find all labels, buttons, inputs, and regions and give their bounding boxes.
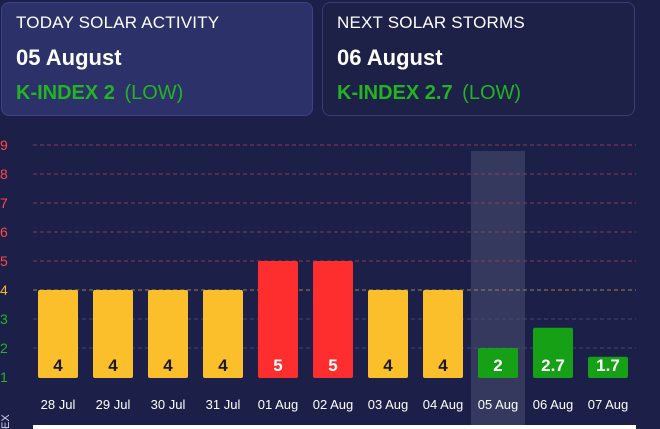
bar-value-label: 5 bbox=[273, 356, 282, 375]
bar-04-aug bbox=[423, 290, 463, 378]
x-tick-label: 04 Aug bbox=[423, 397, 464, 412]
next-kindex-value: K-INDEX 2.7 bbox=[337, 82, 453, 104]
y-tick-label: 7 bbox=[0, 195, 8, 211]
y-tick-label: 4 bbox=[0, 282, 8, 298]
x-tick-label: 07 Aug bbox=[588, 397, 629, 412]
x-tick-label: 01 Aug bbox=[258, 397, 299, 412]
bar-value-label: 4 bbox=[163, 356, 173, 375]
y-tick-label: 2 bbox=[0, 340, 8, 356]
bar-06-aug bbox=[533, 327, 573, 378]
y-tick-label: 8 bbox=[0, 166, 8, 182]
x-tick-label: 02 Aug bbox=[313, 397, 354, 412]
y-tick-label: 9 bbox=[0, 140, 8, 153]
x-tick-label: 31 Jul bbox=[206, 397, 241, 412]
bar-value-label: 5 bbox=[328, 356, 337, 375]
next-card-kindex: K-INDEX 2.7 (LOW) bbox=[337, 81, 620, 105]
x-tick-label: 06 Aug bbox=[533, 397, 574, 412]
x-tick-label: 28 Jul bbox=[41, 397, 76, 412]
y-tick-label: 6 bbox=[0, 224, 8, 240]
today-card-label: TODAY SOLAR ACTIVITY bbox=[16, 13, 220, 32]
bar-28-jul bbox=[38, 290, 78, 378]
x-tick-label: 05 Aug bbox=[478, 397, 519, 412]
today-solar-activity-card: TODAY SOLAR ACTIVITY 05 August K-INDEX 2… bbox=[1, 2, 313, 116]
bar-31-jul bbox=[203, 290, 243, 378]
x-tick-label: 03 Aug bbox=[368, 397, 409, 412]
bar-29-jul bbox=[93, 290, 133, 378]
bar-30-jul bbox=[148, 290, 188, 378]
bar-07-aug bbox=[588, 356, 628, 378]
x-tick-label: 30 Jul bbox=[151, 397, 186, 412]
y-axis-label: EX bbox=[0, 414, 12, 429]
y-tick-label: 5 bbox=[0, 253, 8, 269]
next-card-label: NEXT SOLAR STORMS bbox=[337, 13, 525, 32]
today-card-kindex: K-INDEX 2 (LOW) bbox=[16, 81, 298, 105]
bar-value-label: 4 bbox=[438, 356, 448, 375]
bar-05-aug bbox=[478, 348, 518, 378]
bar-02-aug bbox=[313, 261, 353, 378]
today-kindex-value: K-INDEX 2 bbox=[16, 82, 115, 104]
bar-01-aug bbox=[258, 261, 298, 378]
bottom-strip bbox=[33, 425, 636, 429]
bar-value-label: 1.7 bbox=[596, 356, 620, 375]
bar-value-label: 4 bbox=[218, 356, 228, 375]
x-tick-label: 29 Jul bbox=[96, 397, 131, 412]
y-tick-label: 3 bbox=[0, 311, 8, 327]
next-solar-storms-card: NEXT SOLAR STORMS 06 August K-INDEX 2.7 … bbox=[322, 2, 635, 116]
bar-03-aug bbox=[368, 290, 408, 378]
today-kindex-level: (LOW) bbox=[124, 82, 184, 104]
bar-value-label: 4 bbox=[108, 356, 118, 375]
kindex-bar-chart: 1 2 3 4 5 6 7 8 9 4 28 Jul 4 29 Jul 4 30 Jul 4 31 Jul 5 01… bbox=[0, 140, 636, 429]
bar-value-label: 4 bbox=[383, 356, 393, 375]
y-tick-label: 1 bbox=[0, 369, 8, 385]
next-kindex-level: (LOW) bbox=[462, 82, 522, 104]
bar-value-label: 2.7 bbox=[541, 356, 565, 375]
today-card-date: 05 August bbox=[16, 45, 122, 70]
bar-value-label: 2 bbox=[493, 356, 502, 375]
bar-value-label: 4 bbox=[53, 356, 63, 375]
next-card-date: 06 August bbox=[337, 45, 443, 70]
